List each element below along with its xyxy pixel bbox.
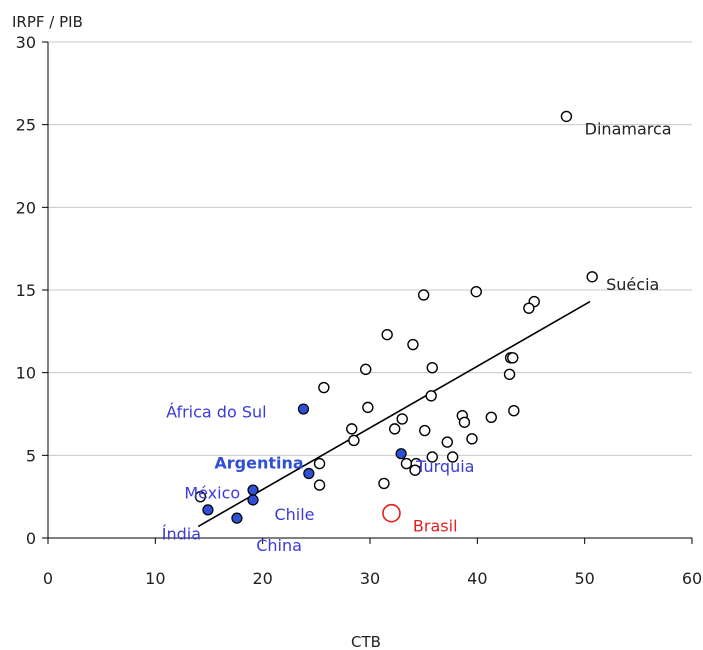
y-tick-label: 0 — [26, 529, 36, 548]
data-point — [470, 285, 482, 298]
highlight-point — [395, 448, 407, 460]
data-point — [348, 434, 360, 447]
data-point — [362, 401, 374, 414]
data-point — [446, 451, 459, 463]
y-tick-label: 20 — [16, 198, 36, 217]
gridlines — [48, 41, 692, 456]
y-tick-label: 10 — [16, 364, 36, 383]
point-label: África do Sul — [166, 402, 266, 421]
data-point — [381, 328, 393, 341]
brasil-point — [382, 503, 401, 523]
data-point — [360, 363, 372, 376]
point-label: Brasil — [413, 516, 458, 535]
point-label: Chile — [274, 505, 314, 524]
x-tick-label: 60 — [682, 569, 702, 588]
x-tick-label: 30 — [360, 569, 380, 588]
data-point — [586, 271, 598, 283]
data-point — [407, 338, 419, 351]
x-tick-label: 0 — [43, 569, 53, 588]
data-point — [400, 457, 413, 470]
highlight-point — [303, 467, 315, 480]
data-points — [194, 110, 598, 524]
x-tick-labels: 0 10 20 30 40 50 60 — [43, 569, 702, 588]
point-label: Turquia — [415, 457, 474, 476]
x-axis-title: CTB — [351, 633, 381, 650]
data-point — [417, 289, 430, 301]
data-point — [419, 424, 431, 437]
x-tick-label: 50 — [574, 569, 594, 588]
y-tick-label: 5 — [26, 446, 36, 465]
point-label: Dinamarca — [585, 120, 672, 139]
point-labels: Dinamarca Suécia África do Sul Argentina Tur… — [162, 120, 672, 556]
data-point — [485, 411, 497, 424]
data-point — [426, 451, 438, 463]
data-point — [388, 423, 401, 435]
data-point — [313, 457, 326, 470]
data-point — [346, 423, 358, 435]
highlight-point — [247, 484, 259, 496]
data-point — [409, 464, 421, 476]
axes — [42, 41, 693, 544]
highlight-point — [202, 504, 214, 516]
data-point — [507, 352, 519, 364]
data-point — [194, 490, 207, 503]
data-point — [503, 368, 516, 381]
data-point — [396, 413, 408, 425]
data-point — [458, 416, 471, 428]
data-point — [441, 436, 453, 448]
data-point — [560, 110, 573, 123]
data-point — [313, 479, 326, 491]
data-point — [378, 477, 390, 490]
x-tick-label: 20 — [252, 569, 272, 588]
point-label: Índia — [162, 525, 201, 544]
point-label: México — [184, 483, 240, 502]
y-tick-label: 25 — [16, 116, 36, 135]
data-point — [426, 362, 438, 374]
data-point — [425, 390, 437, 402]
point-label: Argentina — [214, 454, 303, 473]
y-tick-labels: 0 5 10 15 20 25 30 — [16, 33, 36, 548]
y-tick-label: 15 — [16, 281, 36, 300]
trendline — [197, 300, 591, 528]
data-point — [318, 381, 330, 394]
y-axis-title: IRPF / PIB — [12, 13, 83, 31]
data-point — [523, 302, 535, 314]
point-label: Suécia — [606, 275, 659, 294]
highlight-point — [297, 403, 310, 415]
x-tick-label: 10 — [145, 569, 165, 588]
data-point — [466, 433, 478, 445]
y-tick-label: 30 — [16, 33, 36, 52]
x-tick-label: 40 — [467, 569, 487, 588]
data-point — [508, 404, 520, 417]
trendline-group — [197, 300, 591, 528]
highlight-point — [247, 494, 259, 506]
highlight-point — [231, 512, 243, 524]
point-label: China — [256, 536, 302, 555]
